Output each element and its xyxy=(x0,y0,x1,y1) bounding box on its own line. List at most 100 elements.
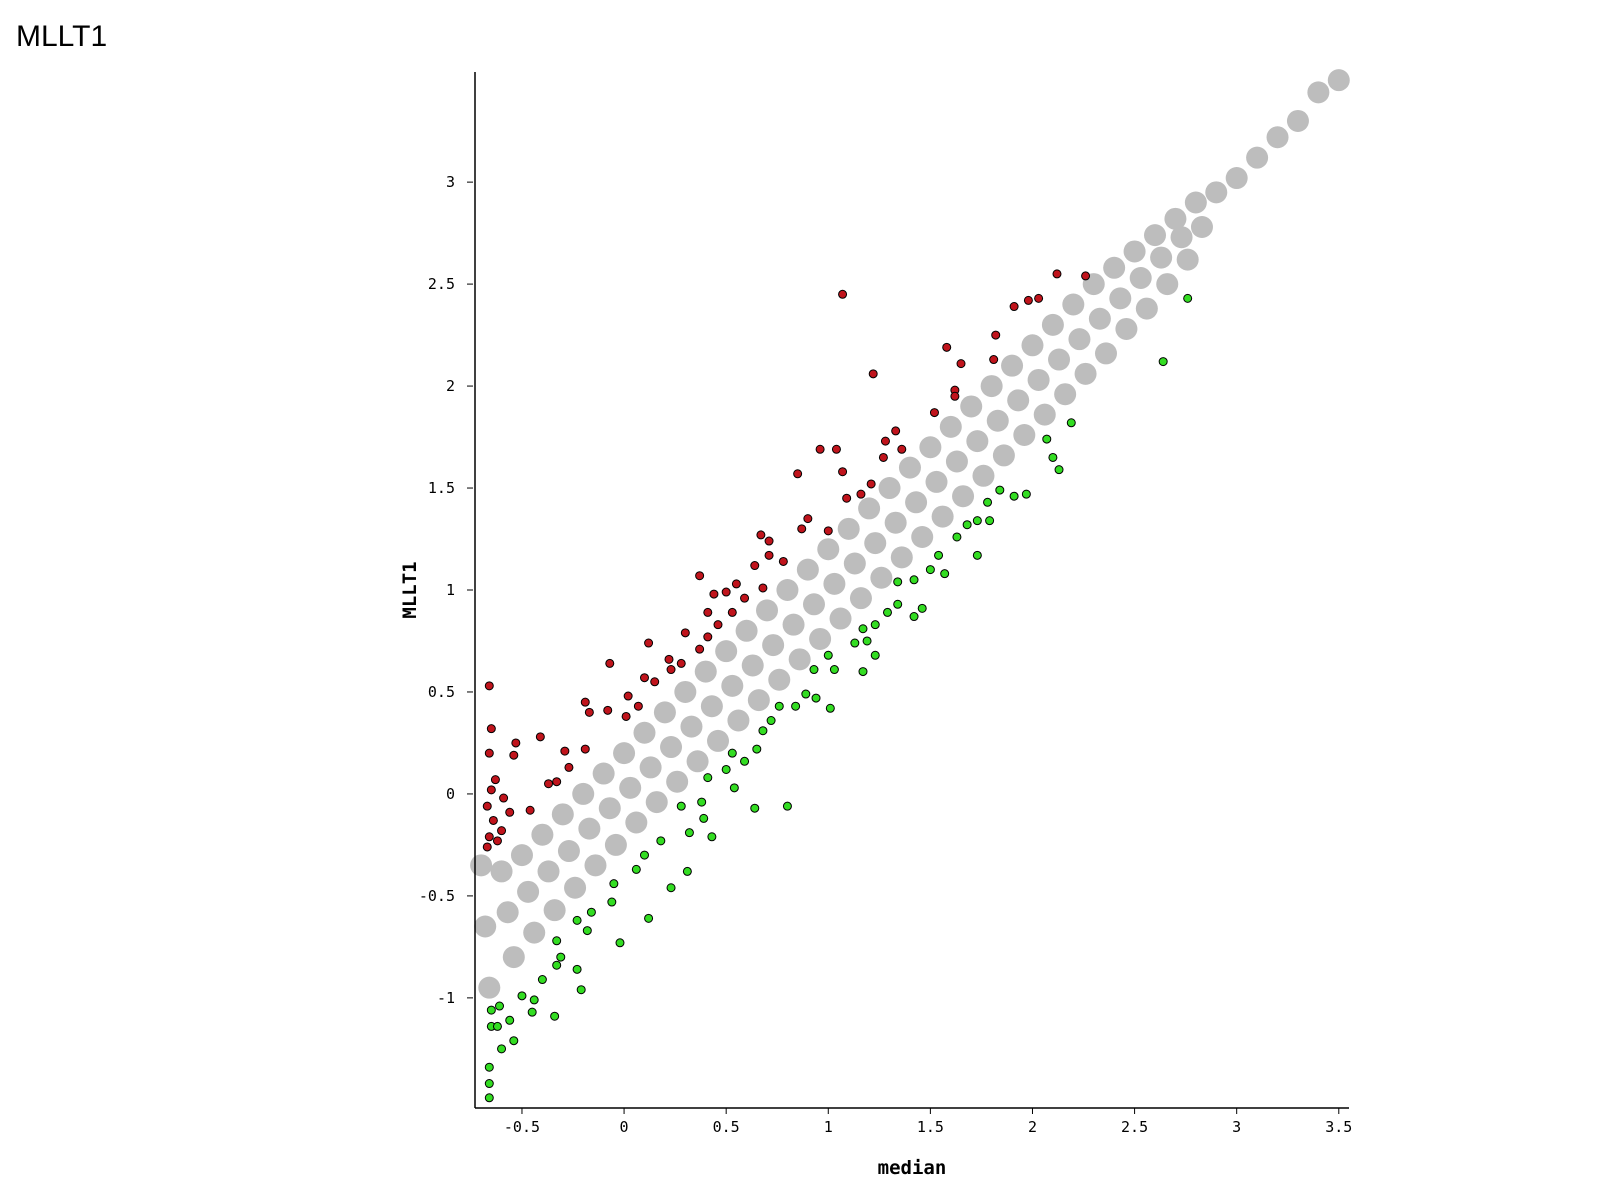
point xyxy=(484,832,494,842)
background-point xyxy=(1205,181,1228,204)
background-point xyxy=(613,742,636,765)
point xyxy=(862,636,872,646)
point xyxy=(484,1093,494,1103)
background-point xyxy=(474,915,497,938)
point xyxy=(695,644,705,654)
point xyxy=(721,587,731,597)
point xyxy=(838,467,848,477)
background-point xyxy=(1074,362,1097,385)
point xyxy=(552,777,562,787)
point xyxy=(985,516,995,526)
point xyxy=(740,756,750,766)
background-point xyxy=(837,517,860,540)
background-point xyxy=(660,736,683,759)
point xyxy=(950,391,960,401)
background-point xyxy=(715,640,738,663)
point xyxy=(774,701,784,711)
background-point xyxy=(1156,273,1179,296)
point xyxy=(797,524,807,534)
y-tick-label: 0 xyxy=(446,785,455,803)
background-point xyxy=(1129,266,1152,289)
y-tick-label: -1 xyxy=(437,989,455,1007)
point xyxy=(882,607,892,617)
point xyxy=(825,703,835,713)
point xyxy=(650,677,660,687)
point xyxy=(484,1062,494,1072)
background-point xyxy=(619,776,642,799)
background-point xyxy=(707,729,730,752)
point xyxy=(605,658,615,668)
point xyxy=(633,701,643,711)
point xyxy=(764,550,774,560)
point xyxy=(664,654,674,664)
point xyxy=(482,801,492,811)
point xyxy=(893,577,903,587)
point xyxy=(535,732,545,742)
background-point xyxy=(1033,403,1056,426)
point xyxy=(695,571,705,581)
point xyxy=(550,1011,560,1021)
point xyxy=(505,807,515,817)
background-point xyxy=(1144,224,1167,247)
point xyxy=(580,744,590,754)
point xyxy=(842,493,852,503)
point xyxy=(731,579,741,589)
point xyxy=(703,773,713,783)
background-point xyxy=(735,619,758,642)
point xyxy=(676,658,686,668)
point xyxy=(527,1007,537,1017)
point xyxy=(838,289,848,299)
point xyxy=(713,620,723,630)
point xyxy=(707,832,717,842)
background-point xyxy=(1109,287,1132,310)
point xyxy=(517,991,527,1001)
background-point xyxy=(911,525,934,548)
point xyxy=(511,738,521,748)
point xyxy=(525,805,535,815)
point xyxy=(823,650,833,660)
point xyxy=(850,638,860,648)
background-point xyxy=(768,668,791,691)
point xyxy=(956,359,966,369)
background-point xyxy=(849,587,872,610)
point xyxy=(934,550,944,560)
point xyxy=(878,452,888,462)
background-point xyxy=(700,695,723,718)
point xyxy=(486,785,496,795)
background-point xyxy=(1021,334,1044,357)
background-point xyxy=(776,579,799,601)
background-point xyxy=(1048,348,1071,371)
point xyxy=(639,673,649,683)
point xyxy=(1042,434,1052,444)
point xyxy=(721,764,731,774)
background-point xyxy=(858,497,881,520)
background-point xyxy=(884,511,907,534)
background-point xyxy=(1041,313,1064,336)
background-point xyxy=(1062,293,1085,316)
point xyxy=(727,748,737,758)
point xyxy=(703,607,713,617)
y-tick-label: 1.5 xyxy=(428,479,455,497)
point xyxy=(684,828,694,838)
point xyxy=(727,607,737,617)
background-point xyxy=(543,899,566,922)
point xyxy=(995,485,1005,495)
background-point xyxy=(490,860,513,883)
point xyxy=(609,879,619,889)
point xyxy=(811,693,821,703)
point xyxy=(492,836,502,846)
point xyxy=(1009,302,1019,312)
background-point xyxy=(1013,424,1036,447)
point xyxy=(584,707,594,717)
point xyxy=(564,762,574,772)
background-point xyxy=(756,599,779,622)
point xyxy=(484,681,494,691)
point xyxy=(537,975,547,985)
background-point xyxy=(470,854,493,877)
background-point xyxy=(666,770,689,793)
background-point xyxy=(952,485,975,508)
point xyxy=(909,612,919,622)
background-point xyxy=(945,450,968,473)
background-point xyxy=(762,634,785,657)
background-point xyxy=(598,797,621,820)
